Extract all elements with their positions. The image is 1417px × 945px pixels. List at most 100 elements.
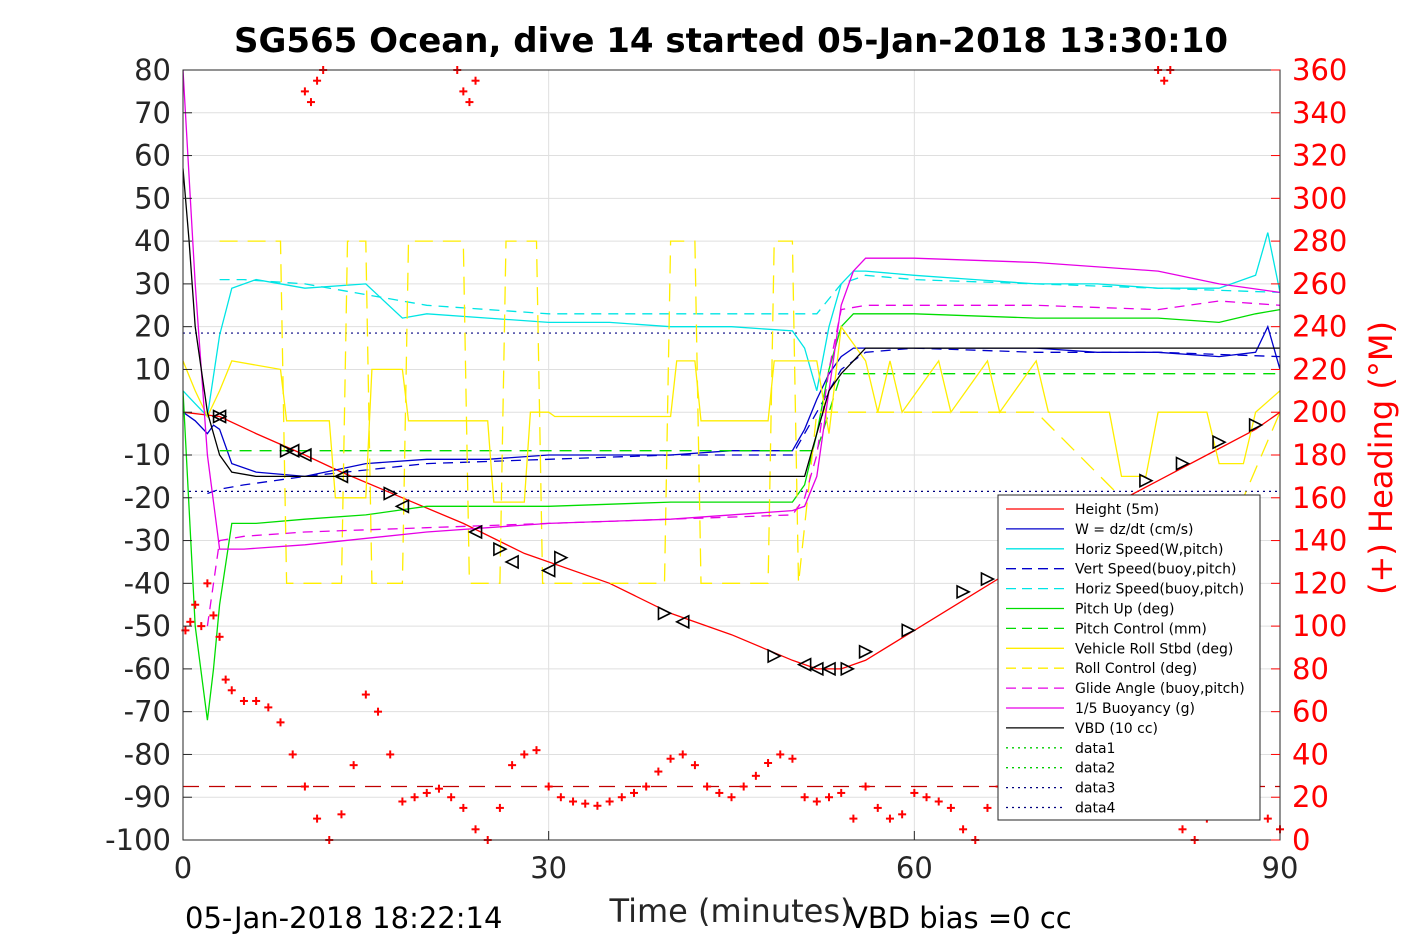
heading-marker: [581, 799, 590, 808]
heading-marker: [812, 797, 821, 806]
series-line-pitch-control-mm: [219, 373, 1280, 452]
y-right-tick-label: 320: [1292, 139, 1347, 173]
y-right-tick-label: 20: [1292, 780, 1329, 814]
y-tick-label: 70: [134, 96, 171, 130]
heading-marker: [727, 793, 736, 802]
heading-marker: [983, 803, 992, 812]
heading-marker: [191, 600, 200, 609]
glider-marker-right: [383, 486, 398, 501]
series-line-roll-control-deg: [219, 240, 1280, 584]
heading-marker: [227, 686, 236, 695]
heading-marker: [849, 814, 858, 823]
legend-label: W = dz/dt (cm/s): [1075, 522, 1194, 538]
y-tick-label: 60: [134, 139, 171, 173]
glider-marker-left: [796, 657, 812, 672]
glider-marker-right: [554, 550, 569, 565]
ticks-x: 0 30 60 90: [174, 831, 1299, 885]
heading-marker: [186, 617, 195, 626]
glider-marker-right: [212, 409, 228, 424]
y-right-tick-label: 80: [1292, 652, 1329, 686]
heading-marker: [471, 825, 480, 834]
glider-marker-left: [333, 469, 349, 484]
y-tick-label: -60: [124, 652, 171, 686]
x-tick-label: 60: [896, 851, 933, 885]
glider-marker-left: [467, 524, 483, 540]
series-line-vbd-10-cc: [183, 168, 1280, 478]
legend-label: Pitch Up (deg): [1075, 602, 1174, 618]
heading-marker: [837, 788, 846, 797]
legend-label: Glide Angle (buoy,pitch): [1075, 681, 1245, 697]
heading-marker: [898, 810, 907, 819]
glider-marker-left: [297, 447, 312, 463]
heading-marker: [800, 793, 809, 802]
heading-marker: [300, 87, 309, 96]
x-tick-label: 90: [1262, 851, 1299, 885]
y-right-tick-label: 200: [1292, 395, 1347, 429]
glider-marker-right: [1139, 473, 1154, 488]
heading-marker: [1178, 825, 1187, 834]
y-tick-label: 30: [134, 267, 171, 301]
heading-marker: [885, 814, 894, 823]
glider-marker-right: [493, 541, 508, 557]
y-tick-label: -40: [124, 566, 171, 600]
x-axis-label: Time (minutes): [609, 892, 853, 930]
chart-title: SG565 Ocean, dive 14 started 05-Jan-2018…: [234, 21, 1228, 61]
glider-marker-left: [284, 443, 300, 459]
heading-marker: [422, 788, 431, 797]
glider-marker-right: [858, 644, 874, 660]
heading-marker: [946, 803, 955, 812]
heading-marker: [288, 750, 297, 759]
legend-label: Pitch Control (mm): [1075, 621, 1207, 637]
legend-label: 1/5 Buoyancy (g): [1075, 701, 1195, 717]
y-tick-label: 0: [153, 395, 171, 429]
legend-label: data4: [1075, 801, 1116, 817]
series-line-1-5-buoyancy-g: [183, 70, 1280, 550]
y-right-tick-label: 40: [1292, 737, 1329, 771]
glider-marker-right: [1212, 434, 1227, 450]
heading-marker: [666, 754, 675, 763]
y-tick-label: -80: [124, 737, 171, 771]
glider-marker-right: [657, 605, 673, 621]
ticks-right: 3603403203002802602402202001801601401201…: [1271, 53, 1347, 857]
y-right-tick-label: 160: [1292, 481, 1347, 515]
heading-marker: [239, 696, 248, 705]
glider-marker-left: [674, 614, 690, 630]
glider-marker-left: [540, 563, 556, 578]
heading-marker: [764, 759, 773, 767]
y-right-tick-label: 140: [1292, 524, 1347, 558]
legend: Height (5m) W = dz/dt (cm/s) Horiz Speed(W…: [997, 494, 1261, 821]
y-right-tick-label: 60: [1292, 695, 1329, 729]
legend-label: VBD (10 cc): [1075, 721, 1158, 737]
y-tick-label: 50: [134, 181, 171, 215]
y-right-tick-label: 260: [1292, 267, 1347, 301]
heading-marker: [654, 767, 663, 776]
glider-marker-left: [504, 554, 519, 570]
heading-marker: [642, 782, 651, 791]
heading-marker: [471, 76, 480, 85]
heading-marker: [349, 761, 358, 770]
series-group: [183, 70, 1280, 788]
glider-marker-right: [980, 571, 996, 587]
heading-marker: [739, 782, 748, 791]
heading-marker: [264, 703, 273, 712]
y-right-tick-label: 100: [1292, 609, 1347, 643]
heading-marker: [715, 788, 724, 797]
y-right-tick-label: 0: [1292, 823, 1310, 857]
glider-marker-right: [901, 623, 917, 638]
y-tick-label: -50: [124, 609, 171, 643]
heading-marker: [788, 754, 797, 763]
footer-vbd-bias: VBD bias =0 cc: [848, 901, 1072, 935]
heading-marker: [532, 746, 541, 755]
series-line-horiz-speed-w-pitch: [183, 232, 1280, 418]
y-tick-label: -90: [124, 780, 171, 814]
heading-marker: [447, 793, 456, 802]
heading-marker: [300, 782, 309, 791]
y-right-tick-label: 340: [1292, 96, 1347, 130]
heading-marker: [861, 782, 870, 791]
heading-marker: [776, 750, 785, 759]
y-right-tick-label: 180: [1292, 438, 1347, 472]
y-tick-label: 20: [134, 310, 171, 344]
heading-marker: [410, 793, 419, 802]
heading-marker: [215, 632, 224, 641]
y-right-tick-label: 360: [1292, 53, 1347, 87]
